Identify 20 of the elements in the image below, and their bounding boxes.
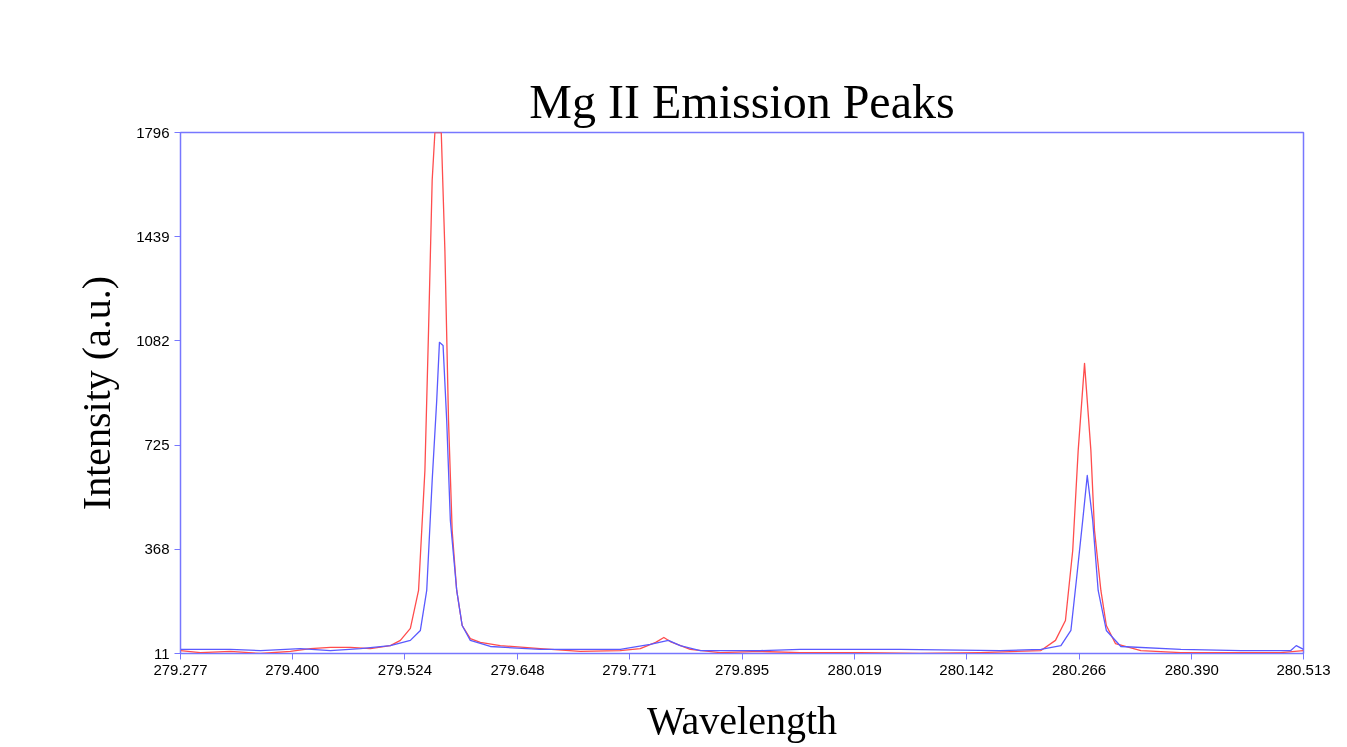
x-axis-title: Wavelength	[646, 697, 838, 743]
x-tick-label: 280.142	[939, 660, 994, 678]
y-tick-label: 725	[144, 436, 170, 454]
x-tick-label: 279.277	[153, 660, 208, 678]
x-tick-label: 279.648	[490, 660, 545, 678]
chart-title: Mg II Emission Peaks	[529, 74, 955, 128]
x-tick-label: 279.400	[265, 660, 320, 678]
y-tick-label: 1439	[136, 227, 170, 245]
y-tick-label: 11	[153, 644, 170, 662]
x-tick-label: 280.513	[1276, 660, 1331, 678]
y-tick-label: 368	[144, 540, 170, 558]
x-tick-label: 279.771	[602, 660, 657, 678]
y-axis-title: Intensity (a.u.)	[74, 275, 120, 511]
x-tick-label: 279.895	[714, 660, 770, 678]
y-tick-label: 1796	[136, 123, 170, 141]
x-tick-label: 280.019	[827, 660, 882, 678]
x-tick-label: 280.390	[1164, 660, 1219, 678]
y-tick-label: 1082	[136, 331, 170, 349]
x-tick-label: 280.266	[1051, 660, 1107, 678]
x-tick-label: 279.524	[377, 660, 433, 678]
